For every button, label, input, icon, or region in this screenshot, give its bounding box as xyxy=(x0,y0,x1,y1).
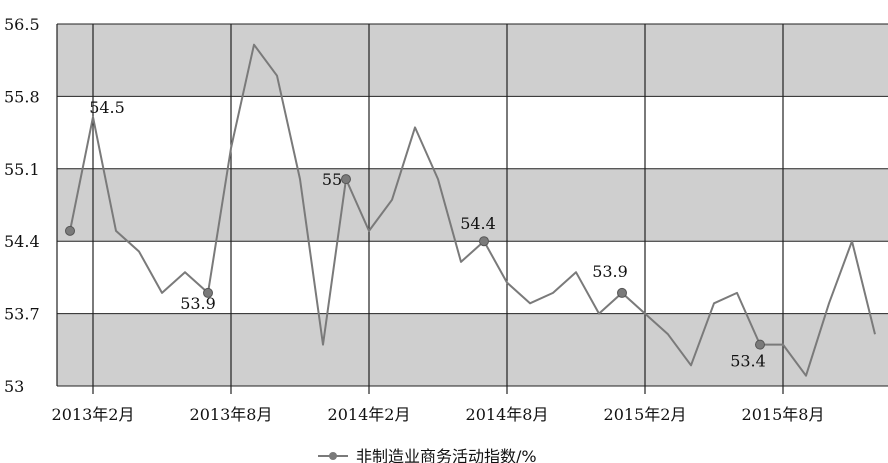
series-group xyxy=(65,43,876,377)
y-tick-label: 55.8 xyxy=(4,87,40,106)
y-tick-label: 54.4 xyxy=(4,232,40,251)
y-tick-label: 55.1 xyxy=(4,160,40,179)
x-tick-label: 2014年2月 xyxy=(328,405,411,424)
shaded-band-2 xyxy=(57,313,888,386)
legend: 非制造业商务活动指数/% xyxy=(318,447,537,463)
x-tick-label: 2014年8月 xyxy=(466,405,549,424)
series-line xyxy=(69,43,876,377)
data-label: 54.4 xyxy=(460,214,496,233)
data-label: 53.9 xyxy=(592,262,628,281)
data-labels: 54.5 53.9 55 54.4 53.9 53.4 xyxy=(89,98,766,371)
legend-label: 非制造业商务活动指数/% xyxy=(356,447,537,463)
grid-lines xyxy=(56,23,888,394)
y-tick-label: 53.7 xyxy=(4,305,40,324)
y-tick-label: 53 xyxy=(4,377,24,396)
x-tick-label: 2015年2月 xyxy=(604,405,687,424)
data-label: 53.4 xyxy=(730,352,766,371)
shaded-band-1 xyxy=(57,168,888,242)
x-axis-ticks: 2013年2月 2013年8月 2014年2月 2014年8月 2015年2月 2015年… xyxy=(52,405,825,424)
series-marker xyxy=(755,339,765,350)
series-marker xyxy=(617,287,627,298)
y-axis-ticks: 56.5 55.8 55.1 54.4 53.7 53 xyxy=(4,15,40,396)
y-tick-label: 56.5 xyxy=(4,15,40,34)
series-marker xyxy=(203,287,213,298)
legend-marker-swatch xyxy=(329,452,337,460)
data-label: 54.5 xyxy=(89,98,125,117)
x-tick-label: 2013年2月 xyxy=(52,405,135,424)
series-marker xyxy=(341,174,351,185)
background-bands xyxy=(57,24,888,386)
x-tick-label: 2013年8月 xyxy=(190,405,273,424)
x-tick-label: 2015年8月 xyxy=(742,405,825,424)
series-marker xyxy=(479,236,489,247)
shaded-band-0 xyxy=(57,24,888,97)
series-marker xyxy=(65,225,75,236)
data-label: 53.9 xyxy=(180,294,216,313)
data-label: 55 xyxy=(322,170,342,189)
